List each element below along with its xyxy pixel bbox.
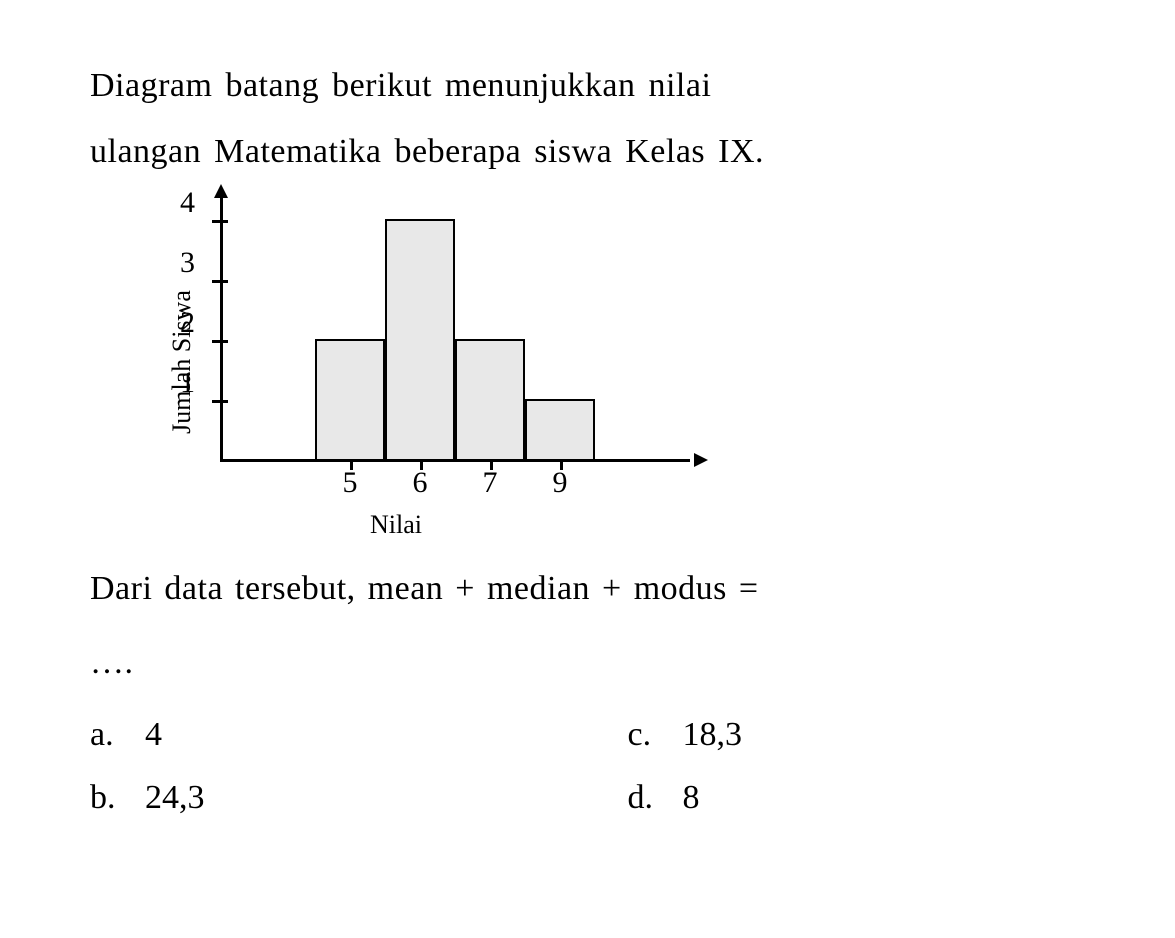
option-value: 8 [683, 779, 1086, 817]
x-axis [220, 459, 690, 462]
chart-plot-area: 1234 5679 [220, 202, 700, 482]
x-tick-label: 6 [413, 466, 428, 500]
y-axis [220, 192, 223, 462]
option-value: 4 [145, 716, 548, 754]
option-a: a. 4 [90, 716, 548, 754]
option-letter: b. [90, 779, 145, 817]
chart-bar [455, 339, 525, 459]
y-tick-label: 4 [180, 186, 195, 220]
x-axis-label: Nilai [370, 510, 422, 540]
option-d: d. 8 [628, 779, 1086, 817]
chart-bar [385, 219, 455, 459]
option-letter: d. [628, 779, 683, 817]
y-axis-arrow [214, 184, 228, 198]
x-tick-label: 5 [343, 466, 358, 500]
result-prompt: Dari data tersebut, mean + median + modu… [90, 562, 1085, 616]
chart-bar [315, 339, 385, 459]
y-tick [212, 340, 228, 343]
option-letter: c. [628, 716, 683, 754]
option-value: 18,3 [683, 716, 1086, 754]
question-text-line2: ulangan Matematika beberapa siswa Kelas … [90, 126, 1085, 177]
chart-bar [525, 399, 595, 459]
bar-chart: Jumlah Siswa Nilai 1234 5679 [120, 192, 720, 532]
x-tick-label: 9 [553, 466, 568, 500]
option-c: c. 18,3 [628, 716, 1086, 754]
result-ellipsis: …. [90, 636, 1085, 690]
y-tick [212, 280, 228, 283]
options-grid: a. 4 c. 18,3 b. 24,3 d. 8 [90, 716, 1085, 817]
question-text-line1: Diagram batang berikut menunjukkan nilai [90, 60, 1085, 111]
x-tick-label: 7 [483, 466, 498, 500]
y-tick [212, 220, 228, 223]
y-tick-label: 2 [180, 306, 195, 340]
option-b: b. 24,3 [90, 779, 548, 817]
option-value: 24,3 [145, 779, 548, 817]
y-tick-label: 3 [180, 246, 195, 280]
option-letter: a. [90, 716, 145, 754]
y-tick-label: 1 [180, 366, 195, 400]
y-tick [212, 400, 228, 403]
x-axis-arrow [694, 453, 708, 467]
